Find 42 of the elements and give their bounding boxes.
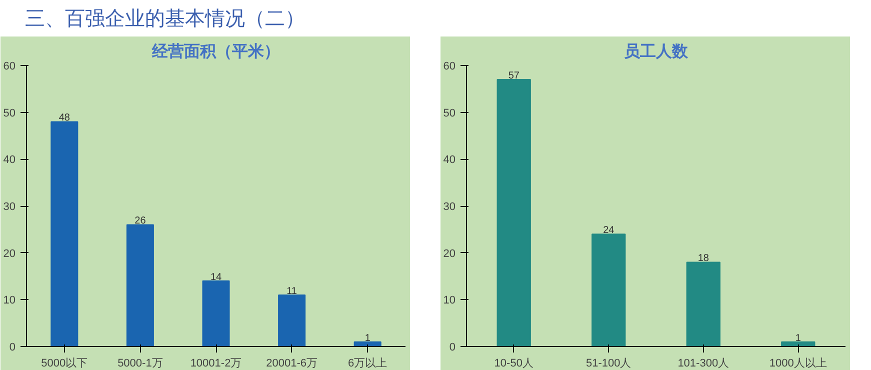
y-tick-label: 20 [3, 248, 16, 260]
data-label: 1 [364, 332, 371, 344]
y-tick-label: 10 [443, 294, 456, 307]
x-tick-label: 10-50人 [494, 358, 534, 370]
y-tick-label: 50 [3, 107, 16, 120]
x-tick-label: 101-300人 [678, 358, 730, 370]
bar [686, 262, 720, 346]
x-tick-label: 5000以下 [41, 356, 88, 370]
y-tick-label: 30 [3, 201, 16, 213]
y-tick-label: 60 [443, 60, 456, 72]
data-label: 1 [795, 332, 802, 344]
bar [50, 121, 78, 346]
data-label: 18 [698, 253, 710, 264]
x-tick-label: 10001-2万 [190, 358, 242, 370]
text: 三、百强企业的基本情况（二） [25, 7, 305, 32]
x-tick-label: 20001-6万 [266, 358, 318, 370]
bar [202, 280, 230, 346]
data-label: 57 [508, 70, 520, 82]
data-label: 24 [603, 225, 615, 236]
data-label: 48 [58, 112, 70, 124]
y-tick-label: 60 [3, 60, 16, 72]
x-tick-label: 1000人以上 [769, 356, 827, 370]
data-label: 11 [286, 286, 298, 297]
bar [592, 234, 626, 346]
y-tick-label: 30 [443, 201, 456, 213]
x-tick-label: 6万以上 [348, 356, 388, 370]
bar [278, 294, 306, 346]
y-tick-label: 0 [449, 342, 456, 354]
y-tick-label: 10 [3, 294, 16, 307]
bar [496, 79, 531, 346]
data-label: 26 [134, 216, 146, 227]
y-tick-label: 0 [9, 342, 16, 354]
chart-title: 经营面积（平米） [151, 42, 280, 60]
y-tick-label: 40 [443, 154, 456, 166]
data-label: 14 [210, 272, 222, 283]
bar [126, 224, 154, 346]
x-tick-label: 51-100人 [586, 358, 632, 370]
y-tick-label: 50 [443, 107, 456, 120]
chart-title: 员工人数 [624, 42, 689, 60]
y-tick-label: 40 [3, 154, 16, 166]
x-tick-label: 5000-1万 [118, 358, 163, 370]
y-tick-label: 20 [443, 248, 456, 260]
